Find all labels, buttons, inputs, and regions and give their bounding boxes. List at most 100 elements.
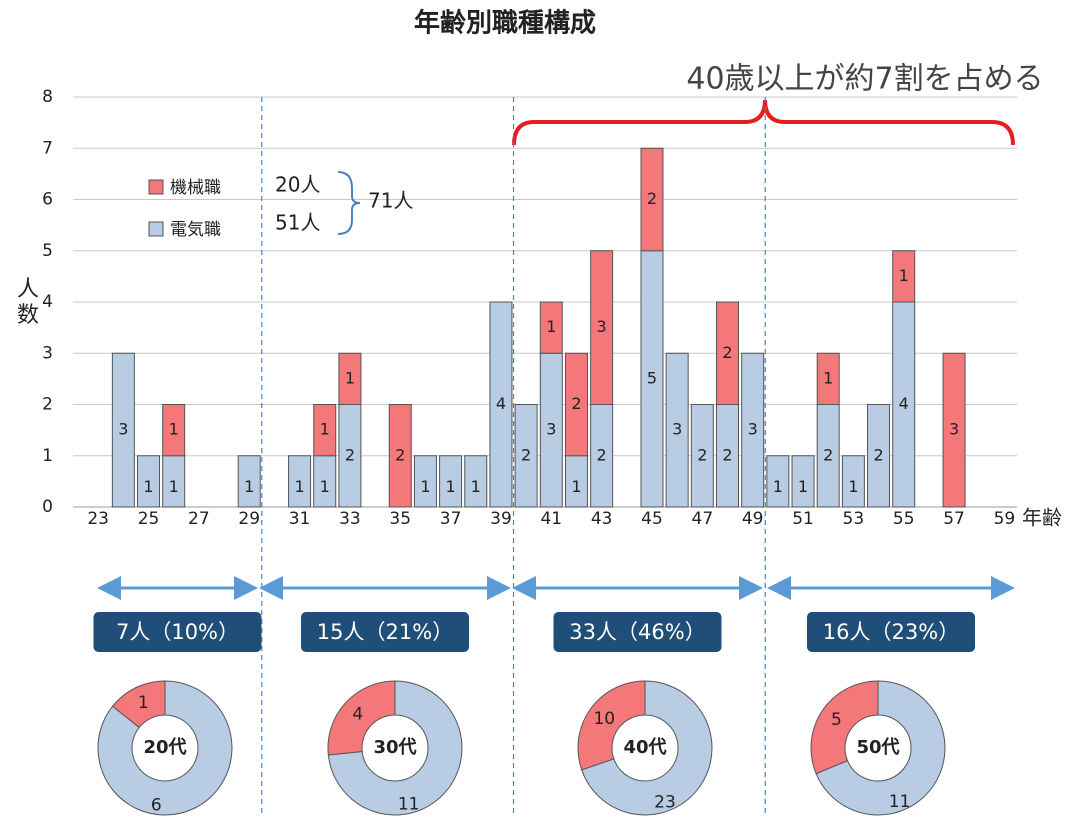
bar-segment (388, 404, 412, 508)
bar-segment (539, 301, 563, 354)
data-label: 1 (773, 477, 783, 496)
y-tick-label: 3 (42, 343, 53, 363)
legend-brace (337, 171, 361, 235)
data-label: 3 (672, 420, 682, 439)
bar-segment (413, 455, 437, 508)
data-label: 1 (345, 368, 355, 387)
bar-segment (439, 455, 463, 508)
x-tick-label: 49 (742, 509, 764, 529)
legend-total: 71人 (368, 189, 413, 213)
data-label: 1 (320, 477, 330, 496)
banner (807, 612, 975, 652)
bar-segment (313, 404, 337, 457)
data-label: 1 (143, 477, 153, 496)
data-label: 2 (571, 394, 581, 413)
x-tick-label: 39 (490, 509, 512, 529)
data-label: 2 (597, 445, 607, 464)
data-label: 2 (395, 445, 405, 464)
donut-wedge (815, 680, 946, 816)
donut-wedge (577, 680, 646, 771)
y-tick-label: 2 (42, 395, 53, 415)
data-label: 1 (446, 477, 456, 496)
bar-segment (690, 404, 714, 508)
bar-segment (590, 250, 614, 405)
bar-segment (716, 301, 740, 405)
data-label: 3 (118, 420, 128, 439)
bar-segment (841, 455, 865, 508)
data-label: 1 (471, 477, 481, 496)
data-label: 3 (546, 420, 556, 439)
data-label: 1 (320, 420, 330, 439)
donut-center-label: 40代 (623, 737, 666, 758)
data-label: 5 (647, 368, 657, 387)
data-label: 2 (345, 445, 355, 464)
donut-wedge (327, 680, 396, 756)
donut-label: 10 (593, 709, 615, 729)
donut-label: 23 (654, 792, 676, 812)
bar-segment (338, 352, 362, 405)
x-tick-label: 51 (792, 509, 814, 529)
x-tick-label: 41 (540, 509, 562, 529)
data-label: 1 (823, 368, 833, 387)
legend-swatch (148, 221, 164, 237)
x-tick-label: 25 (138, 509, 160, 529)
x-tick-label: 57 (943, 509, 965, 529)
donut-label: 5 (831, 710, 842, 730)
x-tick-label: 33 (339, 509, 361, 529)
donut-wedge (810, 680, 879, 775)
brace (512, 99, 1015, 146)
bar-segment (766, 455, 790, 508)
data-label: 4 (496, 394, 506, 413)
bar-segment (892, 250, 916, 303)
data-label: 1 (571, 477, 581, 496)
x-tick-label: 23 (87, 509, 109, 529)
data-label: 1 (420, 477, 430, 496)
bar-segment (162, 404, 186, 457)
donut-label: 11 (398, 794, 420, 814)
y-tick-label: 4 (42, 292, 53, 312)
bar-segment (867, 404, 891, 508)
data-label: 2 (647, 189, 657, 208)
data-label: 2 (521, 445, 531, 464)
banner-label: 15人（21%） (317, 620, 453, 644)
x-tick-label: 55 (893, 509, 915, 529)
donut-label: 4 (352, 705, 363, 725)
data-label: 1 (899, 266, 909, 285)
bar-segment (237, 455, 261, 508)
donut-label: 6 (151, 795, 162, 815)
banner (553, 612, 722, 652)
data-label: 3 (949, 420, 959, 439)
donut-wedge (111, 680, 166, 729)
data-label: 2 (823, 445, 833, 464)
bar-segment (816, 352, 840, 405)
donut-wedge (581, 680, 713, 816)
data-label: 1 (169, 420, 179, 439)
donut-center-label: 50代 (856, 737, 899, 758)
x-tick-label: 53 (843, 509, 865, 529)
bar-segment (741, 352, 765, 508)
y-axis-label: 人数 (17, 277, 39, 328)
legend-label: 機械職 (170, 178, 221, 198)
data-label: 3 (748, 420, 758, 439)
banner-label: 7人（10%） (116, 620, 239, 644)
bar-segment (665, 352, 689, 508)
legend-count: 20人 (275, 173, 320, 197)
x-tick-label: 37 (440, 509, 462, 529)
y-tick-label: 1 (42, 446, 53, 466)
donut-label: 1 (138, 693, 149, 713)
data-label: 2 (722, 445, 732, 464)
data-label: 2 (722, 343, 732, 362)
data-label: 2 (873, 445, 883, 464)
data-label: 4 (899, 394, 909, 413)
data-label: 3 (597, 317, 607, 336)
donut-label: 11 (889, 792, 911, 812)
x-axis-label: 年齢 (1022, 506, 1062, 530)
bar-segment (564, 352, 588, 457)
annotation: 40歳以上が約7割を占める (686, 62, 1043, 97)
legend-count: 51人 (275, 211, 320, 235)
data-label: 1 (798, 477, 808, 496)
data-label: 2 (697, 445, 707, 464)
bar-segment (489, 301, 513, 508)
bar-segment (111, 352, 135, 508)
bar-segment (791, 455, 815, 508)
